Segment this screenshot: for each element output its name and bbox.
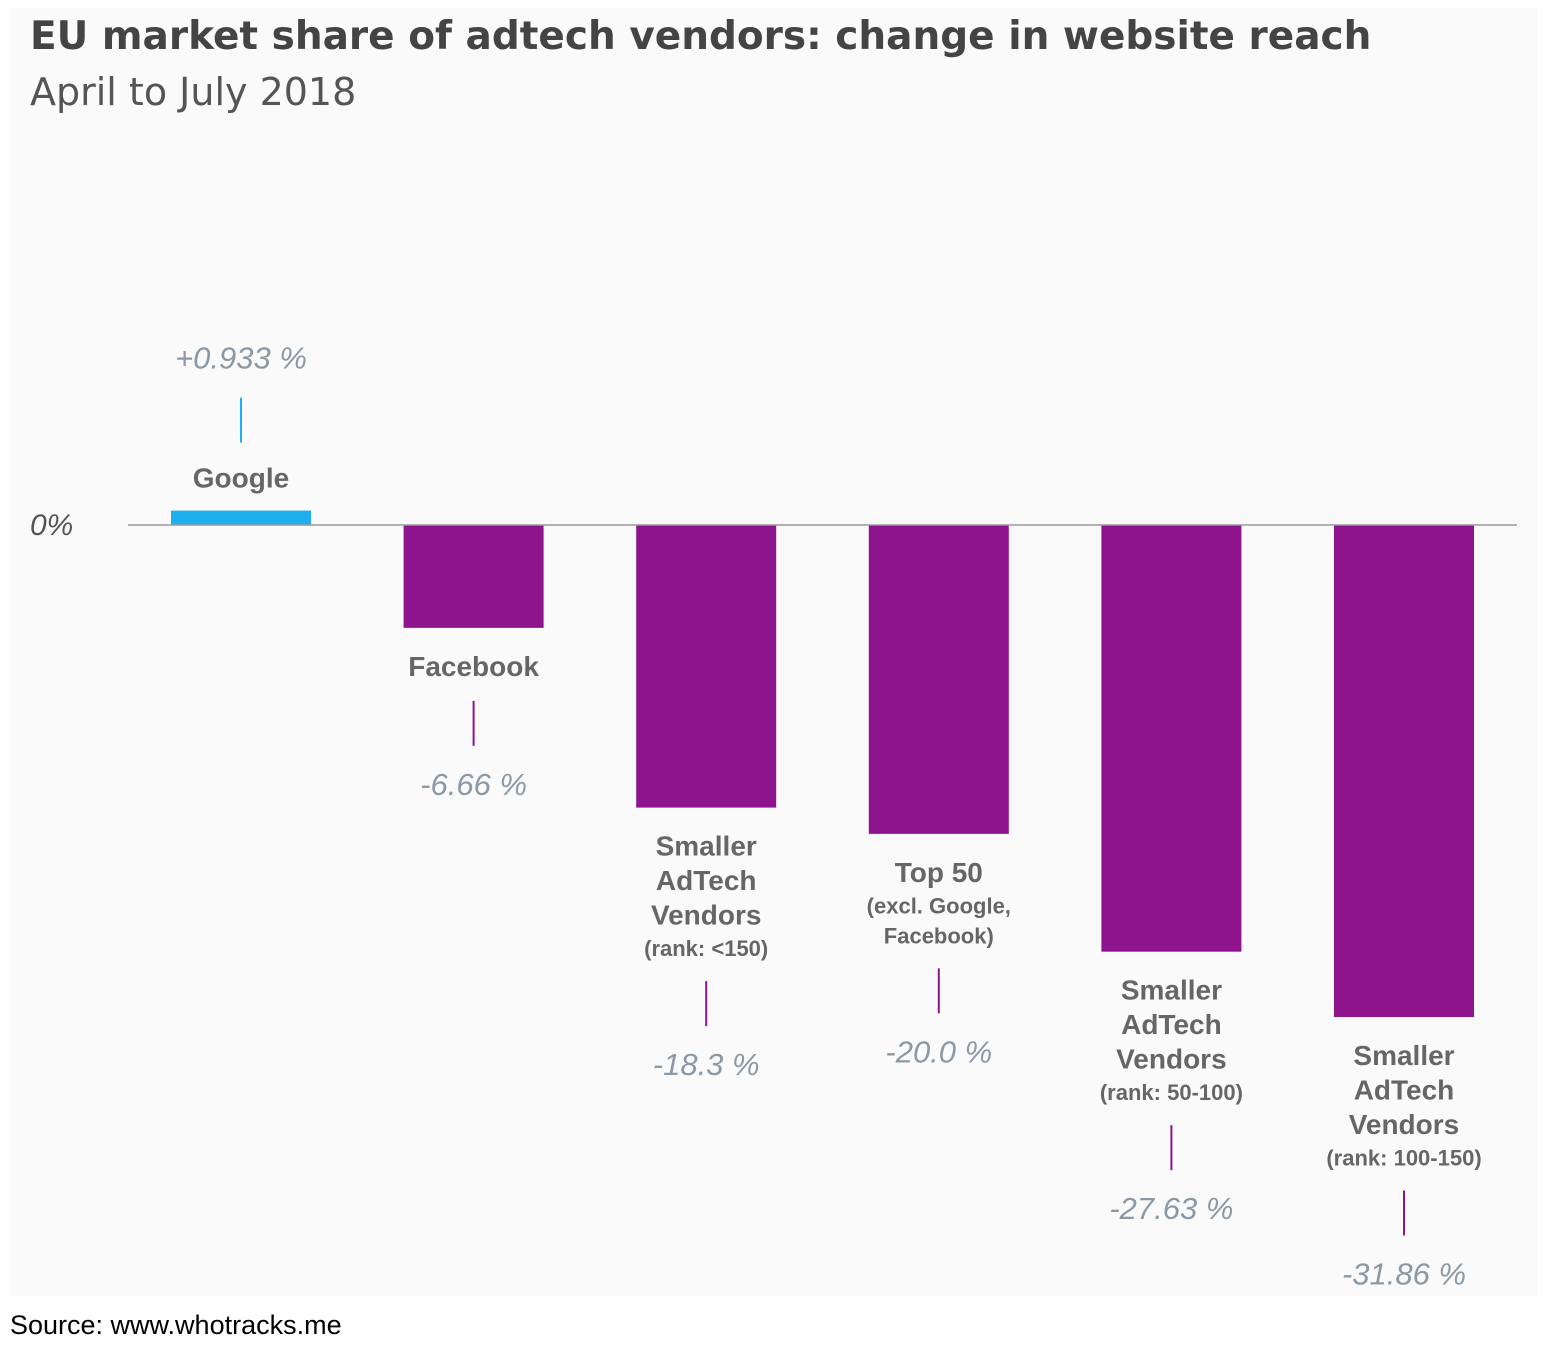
bars-layer: Google+0.933 %Facebook-6.66 %SmallerAdTe… bbox=[171, 341, 1482, 1292]
zero-axis-label: 0% bbox=[30, 509, 73, 542]
category-label-5: Vendors bbox=[1349, 1109, 1459, 1140]
chart-title: EU market share of adtech vendors: chang… bbox=[30, 14, 1372, 59]
category-label-2: Vendors bbox=[651, 900, 761, 931]
category-label-0: Google bbox=[193, 463, 289, 494]
bar-0 bbox=[171, 510, 311, 525]
category-label-2: Smaller bbox=[656, 831, 757, 862]
value-label-0: +0.933 % bbox=[175, 341, 307, 376]
value-label-5: -31.86 % bbox=[1342, 1257, 1466, 1292]
category-label-3: Top 50 bbox=[895, 857, 983, 888]
value-label-4: -27.63 % bbox=[1109, 1191, 1233, 1226]
source-note: Source: www.whotracks.me bbox=[10, 1310, 342, 1340]
category-label-1: Facebook bbox=[408, 651, 539, 682]
category-label-5: AdTech bbox=[1354, 1075, 1455, 1106]
category-sublabel-5: (rank: 100-150) bbox=[1326, 1146, 1481, 1171]
bar-1 bbox=[403, 525, 544, 628]
category-sublabel-2: (rank: <150) bbox=[644, 936, 768, 961]
bar-3 bbox=[868, 525, 1009, 834]
category-label-2: AdTech bbox=[656, 865, 757, 896]
category-sublabel-4: (rank: 50-100) bbox=[1100, 1080, 1243, 1105]
bar-2 bbox=[636, 525, 777, 808]
category-label-4: Smaller bbox=[1121, 975, 1222, 1006]
value-label-2: -18.3 % bbox=[653, 1047, 760, 1082]
value-label-3: -20.0 % bbox=[885, 1034, 992, 1069]
category-sublabel-3: Facebook) bbox=[884, 923, 994, 948]
value-label-1: -6.66 % bbox=[420, 767, 527, 802]
category-label-5: Smaller bbox=[1353, 1040, 1454, 1071]
chart-subtitle: April to July 2018 bbox=[30, 70, 357, 114]
category-sublabel-3: (excl. Google, bbox=[867, 893, 1011, 918]
bar-5 bbox=[1334, 525, 1474, 1017]
bar-4 bbox=[1101, 525, 1242, 952]
category-label-4: Vendors bbox=[1116, 1044, 1226, 1075]
category-label-4: AdTech bbox=[1121, 1009, 1222, 1040]
